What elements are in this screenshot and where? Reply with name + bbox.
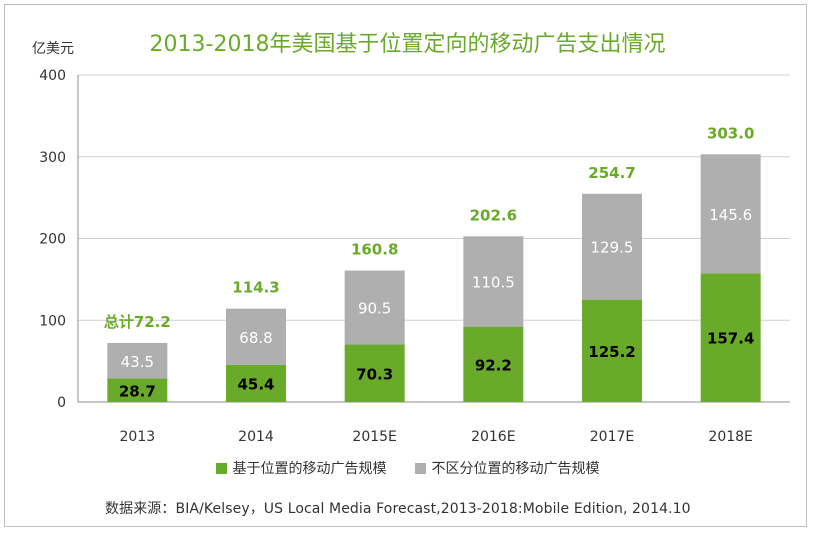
y-tick-label: 100 [39, 313, 66, 329]
y-tick-label: 200 [39, 232, 66, 248]
data-label-non-location: 90.5 [358, 300, 391, 318]
data-label-location-based: 70.3 [356, 365, 393, 383]
data-label-location-based: 157.4 [707, 330, 754, 348]
bar-location-based-2015E [344, 344, 405, 402]
bar-location-based-2018E [700, 273, 761, 402]
legend-label-location-based: 基于位置的移动广告规模 [232, 461, 387, 477]
bar-non-location-2018E [700, 154, 761, 274]
bar-non-location-2016E [463, 236, 524, 327]
legend-swatch-gray [414, 462, 426, 474]
legend-label-non-location: 不区分位置的移动广告规模 [431, 461, 600, 477]
data-label-non-location: 68.8 [239, 329, 272, 347]
data-label-location-based: 125.2 [588, 343, 635, 361]
bar-non-location-2013 [107, 342, 168, 379]
x-tick-label: 2013 [120, 429, 156, 445]
legend-swatch-green [215, 462, 227, 474]
data-label-non-location: 145.6 [709, 206, 752, 224]
bar-location-based-2017E [582, 299, 642, 402]
y-tick-label: 400 [39, 68, 66, 84]
y-axis-unit-label: 亿美元 [32, 41, 74, 57]
total-label: 202.6 [470, 206, 517, 224]
total-label: 303.0 [707, 124, 754, 142]
data-label-location-based: 92.2 [475, 356, 512, 374]
bar-non-location-2015E [344, 270, 405, 345]
total-label: 114.3 [232, 279, 279, 297]
chart-title: 2013-2018年美国基于位置定向的移动广告支出情况 [149, 32, 666, 57]
x-tick-label: 2018E [708, 429, 752, 445]
chart-frame [4, 4, 807, 527]
bar-location-based-2013 [107, 378, 168, 402]
data-label-location-based: 28.7 [119, 382, 156, 400]
x-tick-label: 2015E [352, 429, 396, 445]
y-tick-label: 300 [39, 150, 66, 166]
x-tick-label: 2016E [471, 429, 515, 445]
data-label-non-location: 110.5 [472, 273, 515, 291]
legend-item-non-location: 不区分位置的移动广告规模 [414, 458, 600, 478]
data-source-note: 数据来源：BIA/Kelsey，US Local Media Forecast,… [105, 501, 691, 517]
bar-location-based-2014 [226, 364, 286, 402]
bar-non-location-2014 [226, 308, 286, 365]
data-label-non-location: 43.5 [121, 353, 154, 371]
bar-non-location-2017E [582, 193, 642, 300]
total-label: 总计72.2 [104, 313, 171, 331]
data-label-non-location: 129.5 [591, 239, 634, 257]
y-tick-label: 0 [57, 395, 66, 411]
total-label: 254.7 [588, 164, 635, 182]
bar-location-based-2016E [463, 326, 524, 402]
data-label-location-based: 45.4 [237, 375, 274, 393]
total-label: 160.8 [351, 241, 398, 259]
chart-legend: 基于位置的移动广告规模 不区分位置的移动广告规模 [0, 458, 815, 478]
x-tick-label: 2017E [590, 429, 634, 445]
legend-item-location-based: 基于位置的移动广告规模 [215, 458, 387, 478]
x-tick-label: 2014 [238, 429, 274, 445]
